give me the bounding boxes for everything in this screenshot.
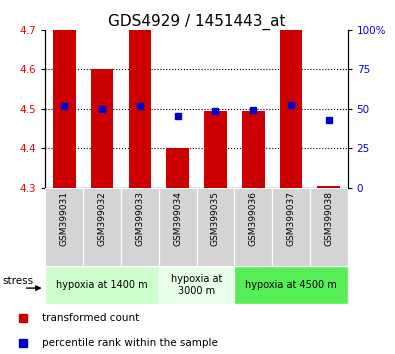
Bar <box>91 69 113 188</box>
Title: GDS4929 / 1451443_at: GDS4929 / 1451443_at <box>108 14 285 30</box>
Bar <box>121 188 159 266</box>
Text: hypoxia at
3000 m: hypoxia at 3000 m <box>171 274 222 296</box>
Bar <box>234 266 348 304</box>
Bar <box>128 30 151 188</box>
Text: GSM399036: GSM399036 <box>249 191 258 246</box>
Text: stress: stress <box>2 276 34 286</box>
Bar <box>318 185 340 188</box>
Bar <box>45 188 83 266</box>
Text: GSM399034: GSM399034 <box>173 191 182 246</box>
Bar <box>53 30 76 188</box>
Bar <box>280 30 302 188</box>
Bar <box>197 188 234 266</box>
Bar <box>310 188 348 266</box>
Bar <box>272 188 310 266</box>
Bar <box>45 266 159 304</box>
Text: GSM399038: GSM399038 <box>324 191 333 246</box>
Text: hypoxia at 4500 m: hypoxia at 4500 m <box>245 280 337 290</box>
Text: GSM399032: GSM399032 <box>98 191 107 246</box>
Bar <box>204 111 227 188</box>
Bar <box>159 188 197 266</box>
Bar <box>166 148 189 188</box>
Text: percentile rank within the sample: percentile rank within the sample <box>41 338 217 348</box>
Bar <box>159 266 234 304</box>
Bar <box>234 188 272 266</box>
Bar <box>242 111 265 188</box>
Text: GSM399037: GSM399037 <box>286 191 295 246</box>
Text: GSM399033: GSM399033 <box>135 191 144 246</box>
Bar <box>83 188 121 266</box>
Text: hypoxia at 1400 m: hypoxia at 1400 m <box>56 280 148 290</box>
Text: GSM399031: GSM399031 <box>60 191 69 246</box>
Text: GSM399035: GSM399035 <box>211 191 220 246</box>
Text: transformed count: transformed count <box>41 313 139 323</box>
